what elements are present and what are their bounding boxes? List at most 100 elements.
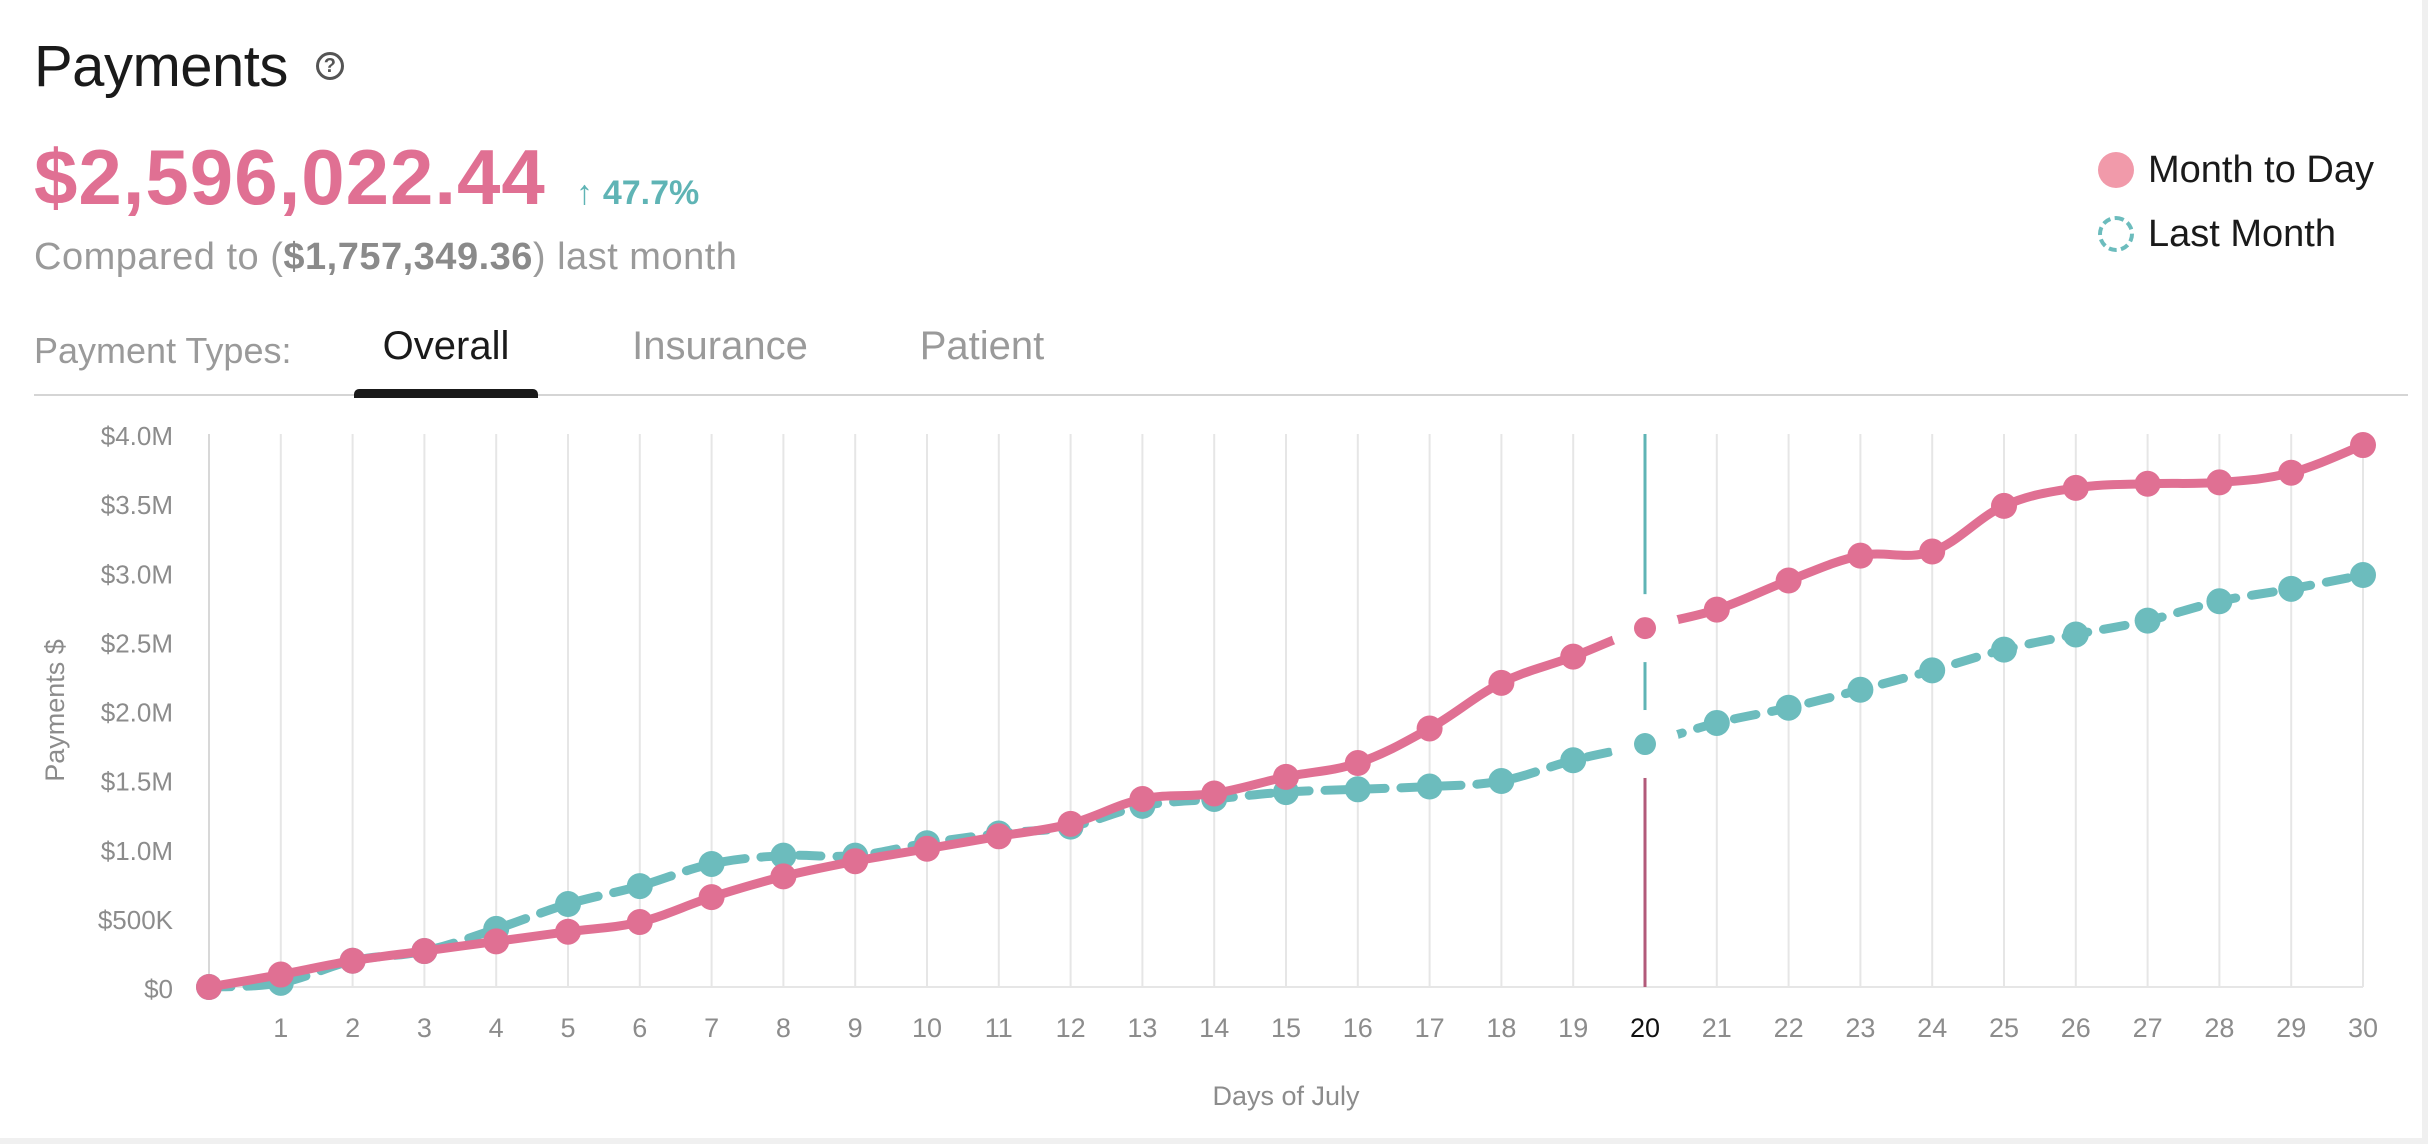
x-tick-label: 17 xyxy=(1415,1013,1445,1043)
data-point-month-to-day xyxy=(985,823,1012,850)
y-tick-label: $2.5M xyxy=(101,628,173,658)
data-point-last-month xyxy=(2062,621,2089,648)
data-point-month-to-day xyxy=(1703,596,1730,623)
legend-item-month-to-day[interactable]: Month to Day xyxy=(2098,138,2374,202)
x-tick-label: 25 xyxy=(1989,1013,2019,1043)
data-point-last-month xyxy=(1847,676,1874,703)
total-amount: $2,596,022.44 xyxy=(34,133,546,221)
y-tick-label: $3.0M xyxy=(101,559,173,589)
data-point-month-to-day xyxy=(770,863,797,890)
data-point-month-to-day xyxy=(1991,492,2017,519)
data-point-month-to-day xyxy=(914,835,940,862)
y-tick-label: $1.5M xyxy=(101,767,173,797)
data-point-last-month xyxy=(1919,657,1946,684)
legend-item-last-month[interactable]: Last Month xyxy=(2098,202,2374,266)
x-tick-label: 3 xyxy=(417,1013,432,1043)
legend-swatch-last-month xyxy=(2098,216,2134,252)
data-point-month-to-day xyxy=(2278,459,2305,486)
data-point-last-month xyxy=(2350,562,2376,589)
x-tick-label: 21 xyxy=(1702,1013,1732,1043)
data-point-month-to-day xyxy=(1416,715,1443,742)
x-tick-label: 15 xyxy=(1271,1013,1301,1043)
data-point-month-to-day xyxy=(2134,470,2161,497)
data-point-last-month xyxy=(2134,607,2161,634)
tab-patient[interactable]: Patient xyxy=(904,324,1060,392)
data-point-last-month xyxy=(1703,709,1730,736)
data-point-month-to-day xyxy=(2350,432,2376,459)
y-axis-title: Payments $ xyxy=(40,639,70,782)
x-tick-label: 13 xyxy=(1127,1013,1157,1043)
data-point-last-month xyxy=(2278,575,2305,602)
tab-overall-label: Overall xyxy=(382,324,510,368)
x-tick-label: 14 xyxy=(1199,1013,1229,1043)
amount-row: $2,596,022.44 ↑ 47.7% xyxy=(34,132,699,223)
tab-overall[interactable]: Overall xyxy=(354,324,538,398)
legend-label-last-month: Last Month xyxy=(2148,212,2336,255)
data-point-last-month xyxy=(770,842,797,869)
x-tick-label: 16 xyxy=(1343,1013,1373,1043)
data-point-month-to-day xyxy=(1775,567,1802,594)
data-point-month-to-day xyxy=(1057,810,1084,837)
data-point-last-month xyxy=(1560,747,1587,774)
payment-types-tabs: Payment Types: Overall Insurance Patient xyxy=(34,324,2408,398)
tab-insurance-label: Insurance xyxy=(632,324,808,368)
data-point-month-to-day xyxy=(267,961,294,988)
legend-label-month-to-day: Month to Day xyxy=(2148,148,2374,191)
x-tick-label: 28 xyxy=(2204,1013,2234,1043)
data-point-month-to-day xyxy=(555,918,581,945)
y-tick-label: $0 xyxy=(144,974,173,1004)
x-tick-label: 24 xyxy=(1917,1013,1947,1043)
tabs-label: Payment Types: xyxy=(34,330,292,371)
x-tick-label: 19 xyxy=(1558,1013,1588,1043)
x-axis-title: Days of July xyxy=(1212,1081,1360,1111)
data-point-month-to-day xyxy=(1488,669,1515,696)
data-point-month-to-day xyxy=(411,938,438,965)
data-point-last-month xyxy=(1344,776,1371,803)
compare-value: $1,757,349.36 xyxy=(283,236,533,278)
y-tick-label: $500K xyxy=(98,905,174,935)
data-point-last-month xyxy=(1416,773,1443,800)
data-point-last-month xyxy=(1488,768,1515,795)
data-point-month-to-day xyxy=(698,884,725,911)
x-tick-label: 8 xyxy=(776,1013,791,1043)
data-point-last-month xyxy=(698,850,725,877)
help-circle-icon[interactable]: ? xyxy=(315,52,344,80)
data-point-month-to-day xyxy=(1201,780,1228,807)
tab-insurance[interactable]: Insurance xyxy=(620,324,820,392)
x-tick-label: 18 xyxy=(1486,1013,1516,1043)
data-point-month-to-day xyxy=(196,974,222,1000)
y-tick-label: $2.0M xyxy=(101,698,173,728)
compare-text: Compared to ($1,757,349.36) last month xyxy=(34,236,737,279)
x-tick-label: 2 xyxy=(345,1013,360,1043)
y-tick-label: $4.0M xyxy=(101,421,173,451)
compare-suffix: ) last month xyxy=(532,236,738,278)
data-point-month-to-day xyxy=(1129,785,1156,812)
data-point-month-to-day xyxy=(1634,617,1656,640)
x-tick-label: 7 xyxy=(704,1013,719,1043)
data-point-month-to-day xyxy=(1273,763,1299,790)
data-point-month-to-day xyxy=(1560,643,1587,670)
x-tick-label: 10 xyxy=(912,1013,942,1043)
data-point-month-to-day xyxy=(842,848,869,875)
x-tick-label: 1 xyxy=(273,1013,288,1043)
change-percent: 47.7% xyxy=(602,174,700,212)
change-badge: ↑ 47.7% xyxy=(576,174,699,213)
x-tick-label: 12 xyxy=(1056,1013,1086,1043)
x-tick-label: 11 xyxy=(985,1013,1013,1043)
data-point-month-to-day xyxy=(2062,474,2089,501)
x-tick-label: 30 xyxy=(2348,1013,2378,1043)
data-point-month-to-day xyxy=(483,928,510,955)
data-point-last-month xyxy=(1634,733,1656,756)
data-point-month-to-day xyxy=(626,909,653,936)
data-point-last-month xyxy=(555,891,581,918)
data-point-month-to-day xyxy=(1919,538,1946,565)
arrow-up-icon: ↑ xyxy=(575,174,593,212)
data-point-month-to-day xyxy=(1847,542,1874,569)
page-title: Payments xyxy=(34,33,288,99)
data-point-month-to-day xyxy=(2206,469,2233,496)
data-point-last-month xyxy=(626,873,653,900)
compare-prefix: Compared to ( xyxy=(34,236,284,278)
x-tick-label: 26 xyxy=(2061,1013,2091,1043)
title-row: Payments ? xyxy=(34,26,344,106)
